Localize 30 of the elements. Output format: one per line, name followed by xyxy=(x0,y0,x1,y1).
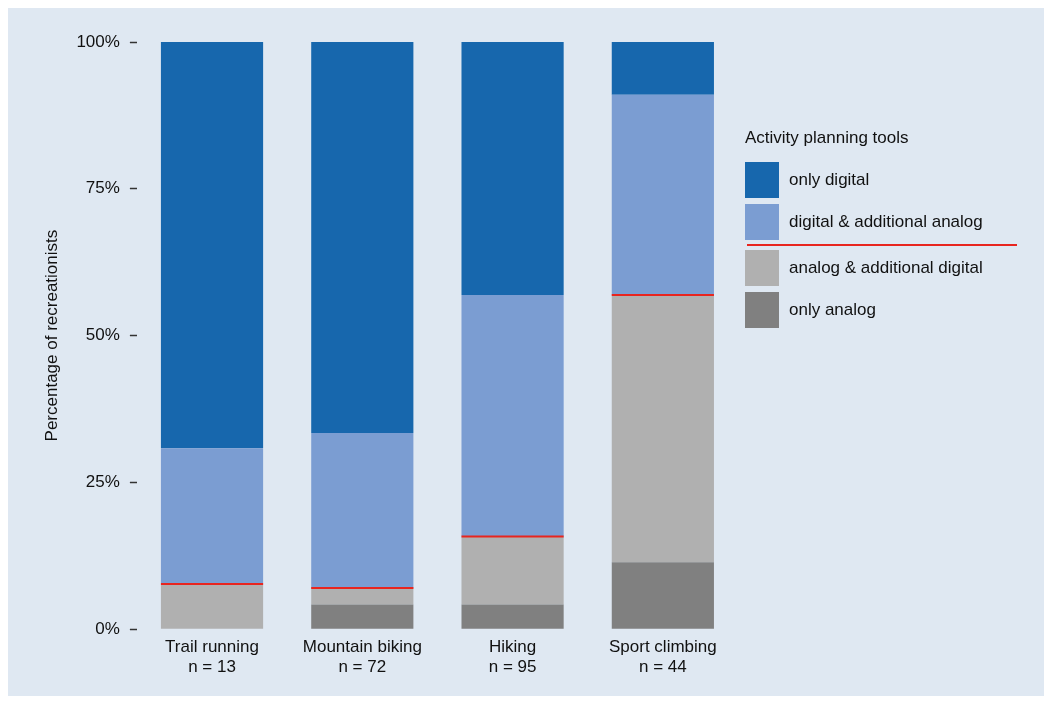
y-tick-label: 100% xyxy=(76,31,120,51)
legend-label: only digital xyxy=(789,170,870,190)
bar xyxy=(461,295,564,537)
legend-label: analog & additional digital xyxy=(789,258,983,278)
bar xyxy=(311,433,414,589)
bar xyxy=(461,536,564,605)
bar xyxy=(311,588,414,605)
y-axis-title: Percentage of recreationists xyxy=(41,229,61,442)
bar xyxy=(160,448,264,584)
bar xyxy=(611,94,714,296)
legend-label: digital & additional analog xyxy=(789,212,983,232)
bar xyxy=(611,562,714,629)
legend-title: Activity planning tools xyxy=(745,128,910,148)
y-tick-label: 25% xyxy=(85,472,120,492)
bar xyxy=(461,42,564,296)
x-tick-label: Mountain biking n = 72 xyxy=(302,637,422,677)
y-tick-label: 75% xyxy=(85,178,120,198)
bar xyxy=(311,604,414,629)
y-tick-label: 50% xyxy=(85,325,120,345)
bar xyxy=(611,42,714,95)
y-tick-label: 0% xyxy=(95,618,120,638)
bar xyxy=(160,42,264,449)
bar xyxy=(461,604,564,629)
x-tick-label: Hiking n = 95 xyxy=(488,637,537,677)
bar xyxy=(160,583,264,629)
legend-label: only analog xyxy=(789,300,876,320)
bar xyxy=(611,295,714,563)
bar xyxy=(311,42,414,434)
x-tick-label: Sport climbing n = 44 xyxy=(609,637,717,677)
x-tick-label: Trail running n = 13 xyxy=(165,637,259,677)
